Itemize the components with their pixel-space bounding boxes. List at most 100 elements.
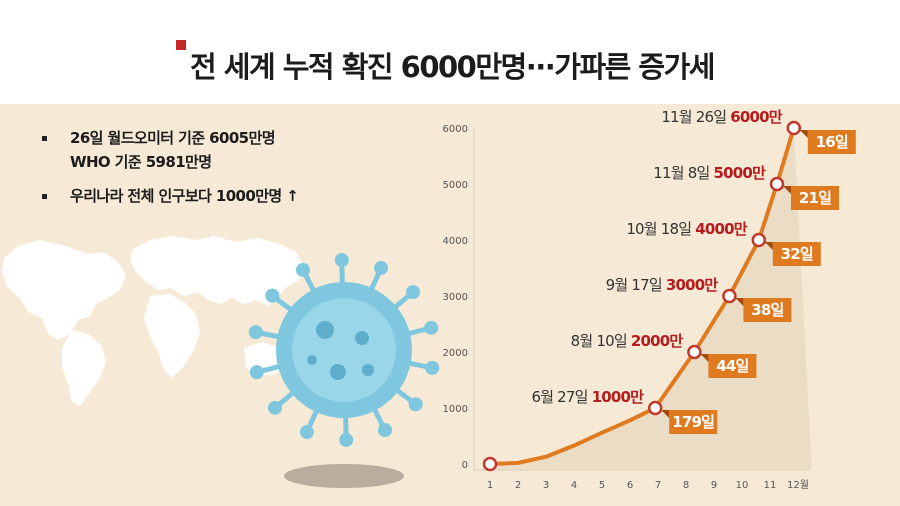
virus-spike-tip — [425, 360, 440, 375]
milestone-value: 3000만 — [666, 276, 719, 294]
milestone-label: 10월 18일 4000만 — [626, 220, 747, 238]
chart-line — [488, 126, 796, 466]
milestone-label: 11월 26일 6000만 — [661, 108, 782, 126]
milestone-value: 5000만 — [713, 164, 766, 182]
bullet-item: 26일 월드오미터 기준 6005만명 WHO 기준 5981만명 — [42, 126, 298, 174]
days-tag-fold — [783, 186, 791, 194]
map-africa — [144, 294, 200, 378]
virus-spike-tip — [248, 325, 263, 340]
milestone-value: 2000만 — [631, 332, 684, 350]
virus-spot — [330, 364, 346, 380]
y-tick-label: 6000 — [443, 124, 468, 135]
milestone-date: 10월 18일 — [626, 220, 695, 238]
days-tag-label: 32일 — [781, 245, 813, 263]
x-tick-label: 2 — [515, 480, 521, 491]
x-tick-label: 11 — [764, 480, 777, 491]
y-tick-label: 1000 — [443, 404, 468, 415]
milestone-label: 8월 10일 2000만 — [571, 332, 684, 350]
title-band — [0, 0, 900, 104]
days-tag-label: 38일 — [751, 301, 783, 319]
bullet-line: 우리나라 전체 인구보다 1000만명 ↑ — [70, 187, 299, 205]
virus-spike-tip — [334, 253, 349, 268]
virus-spot — [316, 321, 334, 339]
map-north-america — [2, 240, 126, 340]
page-title: 전 세계 누적 확진 6000만명···가파른 증가세 — [190, 50, 715, 84]
days-tag — [669, 410, 718, 434]
x-tick-label: 3 — [543, 480, 549, 491]
virus-shadow — [284, 464, 404, 488]
world-map-icon — [2, 236, 304, 406]
virus-spikes — [248, 253, 440, 447]
virus-spike-tip — [265, 288, 280, 303]
virus-core — [292, 298, 396, 402]
y-tick-label: 5000 — [443, 180, 468, 191]
y-tick-label: 4000 — [443, 236, 468, 247]
milestone-marker — [687, 344, 702, 360]
x-tick-label: 10 — [736, 480, 749, 491]
coronavirus-icon — [248, 253, 440, 488]
x-tick-label: 9 — [711, 480, 717, 491]
virus-spot — [362, 364, 374, 376]
milestone-value: 6000만 — [730, 108, 783, 126]
x-tick-label: 12월 — [787, 479, 809, 491]
chart-markers — [482, 120, 802, 472]
curve-shadow — [490, 128, 812, 470]
chart-shadow-area — [490, 128, 812, 470]
milestone-marker — [482, 456, 498, 472]
virus-spike-tip — [378, 423, 393, 438]
chart-axes: 0 1000 2000 3000 4000 5000 6000 1 2 3 4 5 6 7 8 9 10 11 12… — [443, 124, 810, 491]
virus-spike-tip — [408, 397, 423, 412]
virus-spike-tip — [339, 432, 354, 447]
x-tick-label: 6 — [627, 480, 633, 491]
virus-spike-tip — [374, 260, 389, 275]
milestone-marker — [769, 176, 785, 192]
milestone-marker — [786, 120, 802, 136]
days-tag-fold — [735, 298, 744, 306]
bullet-dot — [42, 194, 47, 199]
x-tick-label: 1 — [487, 480, 493, 491]
days-tag — [708, 354, 757, 378]
virus-spike-tip — [249, 365, 264, 380]
virus-spike-tip — [424, 320, 439, 335]
milestone-date: 8월 10일 — [571, 332, 631, 350]
virus-spot — [355, 331, 369, 345]
days-tag — [743, 298, 792, 322]
virus-spot — [307, 355, 317, 365]
milestone-marker — [647, 400, 663, 416]
milestone-label: 9월 17일 3000만 — [606, 276, 719, 294]
chart-labels: 6월 27일 1000만 179일 8월 10일 2000만 44일 9월 17일 30… — [531, 108, 856, 434]
y-tick-label: 2000 — [443, 348, 468, 359]
x-tick-label: 5 — [599, 480, 605, 491]
milestone-label: 11월 8일 5000만 — [653, 164, 766, 182]
map-south-america — [62, 330, 106, 406]
bullet-line: WHO 기준 5981만명 — [70, 153, 212, 171]
milestone-date: 11월 26일 — [661, 108, 730, 126]
milestone-value: 4000만 — [695, 220, 748, 238]
milestone-marker — [751, 232, 767, 248]
milestone-date: 11월 8일 — [653, 164, 713, 182]
milestone-label: 6월 27일 1000만 — [531, 388, 644, 406]
virus-spike-tip — [405, 285, 420, 300]
y-tick-label: 3000 — [443, 292, 468, 303]
x-tick-label: 4 — [571, 480, 577, 491]
y-tick-label: 0 — [462, 460, 468, 471]
days-tag-fold — [799, 130, 808, 138]
days-tag — [772, 242, 821, 266]
bullet-dot — [42, 136, 47, 141]
x-tick-label: 7 — [655, 480, 661, 491]
milestone-marker — [722, 288, 737, 304]
days-tag-label: 16일 — [816, 133, 848, 151]
series-line — [488, 126, 796, 466]
x-tick-label: 8 — [683, 480, 689, 491]
milestone-value: 1000만 — [592, 388, 645, 406]
days-tag-label: 179일 — [672, 413, 714, 431]
days-tag — [807, 130, 856, 154]
virus-spike-tip — [295, 262, 310, 277]
bullet-list: 26일 월드오미터 기준 6005만명 WHO 기준 5981만명 우리나라 전… — [42, 126, 299, 218]
days-tag — [791, 186, 839, 210]
virus-spike-tip — [268, 400, 283, 415]
milestone-date: 9월 17일 — [606, 276, 666, 294]
title-marker — [176, 40, 186, 50]
days-tag-label: 44일 — [716, 357, 748, 375]
